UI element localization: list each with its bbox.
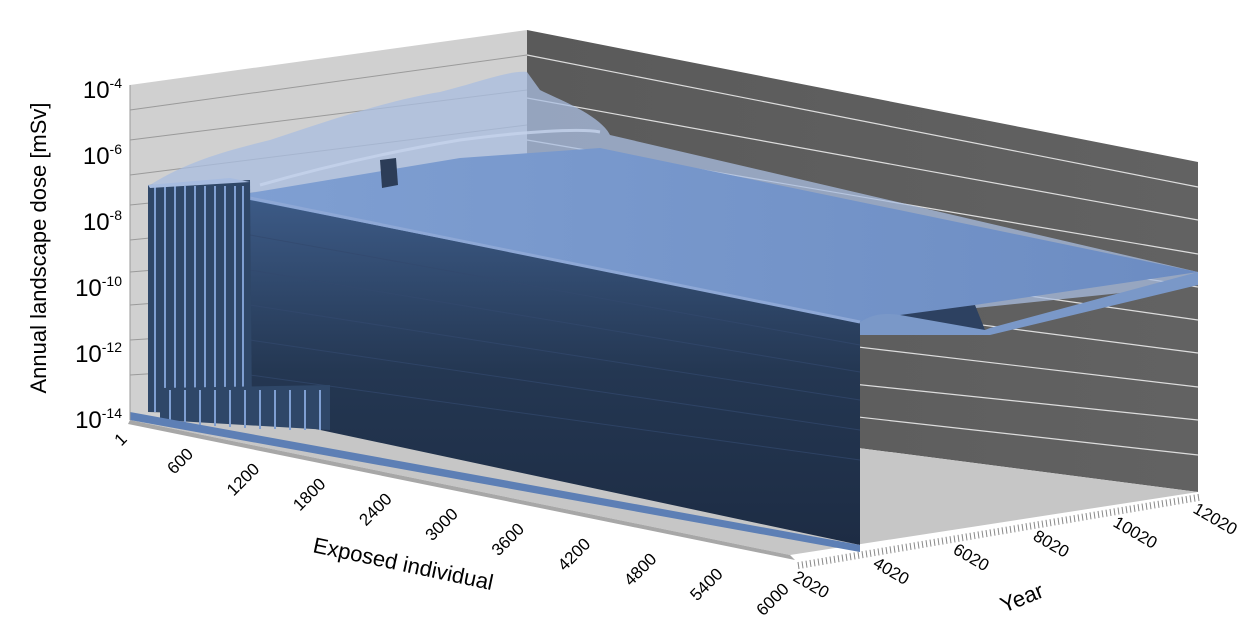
x-tick-label: 1200 [223,459,263,499]
y-tick-label: 10-8 [83,207,122,236]
x-tick-label: 1 [111,429,131,449]
x-tick-label: 600 [164,444,197,477]
surface-top-edge [249,196,861,324]
x-tick-label: 1800 [289,474,329,514]
y-axis-title: Annual landscape dose [mSv] [26,102,51,393]
y-tick-labels: 10-4 10-6 10-8 10-10 10-12 10-14 [75,75,122,434]
x-tick-label: 3600 [488,519,528,559]
z-axis-title: Year [997,578,1048,618]
surface-front-face [250,200,860,545]
surface-base-strip [130,412,860,552]
surface-comb-low [160,385,330,430]
x-tick-label: 4800 [620,549,660,589]
z-tick-label: 4020 [870,553,912,588]
x-tick-label: 2400 [355,489,395,529]
z-tick-label: 2020 [790,567,832,602]
y-tick-label: 10-6 [83,141,122,170]
floor-front-lip [128,420,795,560]
z-tick-label: 6020 [950,540,992,575]
x-tick-label: 6000 [753,579,793,619]
surface-spike [380,158,398,188]
y-tick-label: 10-14 [75,405,122,434]
z-tick-marks [797,493,1200,570]
x-tick-label: 4200 [554,534,594,574]
z-tick-label: 10020 [1110,513,1160,553]
surface-top [250,148,1198,322]
x-tick-label: 5400 [686,564,726,604]
y-tick-label: 10-10 [75,273,122,302]
surface-comb-high [148,178,252,415]
x-axis-title: Exposed individual [311,532,496,595]
x-tick-label: 3000 [422,504,462,544]
surface-notch [900,305,985,330]
z-tick-label: 12020 [1190,499,1240,539]
surface-ridge-highlight [259,128,601,187]
y-tick-label: 10-4 [83,75,122,104]
front-face-bands [249,234,861,461]
y-tick-label: 10-12 [75,339,122,368]
z-tick-label: 8020 [1030,526,1072,561]
